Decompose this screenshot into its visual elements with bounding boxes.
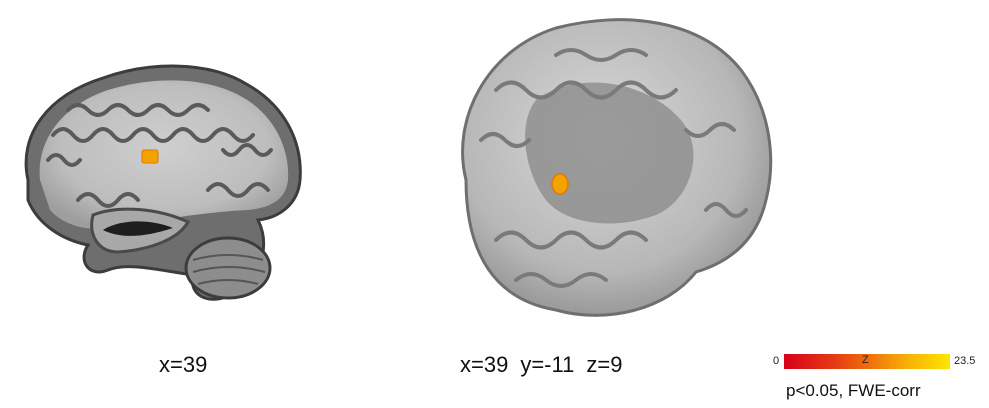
colorbar-z-label: Z <box>862 354 869 366</box>
statistics-caption: p<0.05, FWE-corr <box>786 381 921 400</box>
colorbar-legend: 0 Z 23.5 p<0.05, FWE-corr <box>770 350 985 408</box>
colorbar-max-label: 23.5 <box>954 355 976 367</box>
sagittal-coordinate-label: x=39 <box>159 352 208 377</box>
colorbar-min-label: 0 <box>773 355 780 367</box>
coord-x: x=39 <box>460 352 509 377</box>
activation-cluster <box>551 173 569 195</box>
colorbar-gradient <box>784 354 950 369</box>
sagittal-slice-image <box>24 64 302 301</box>
render-coordinate-label: x=39 y=-11 z=9 <box>460 352 634 378</box>
brain-3d-render-image <box>461 18 773 317</box>
coord-y: y=-11 <box>520 352 575 377</box>
activation-cluster <box>141 149 159 164</box>
coord-z: z=9 <box>586 352 623 377</box>
